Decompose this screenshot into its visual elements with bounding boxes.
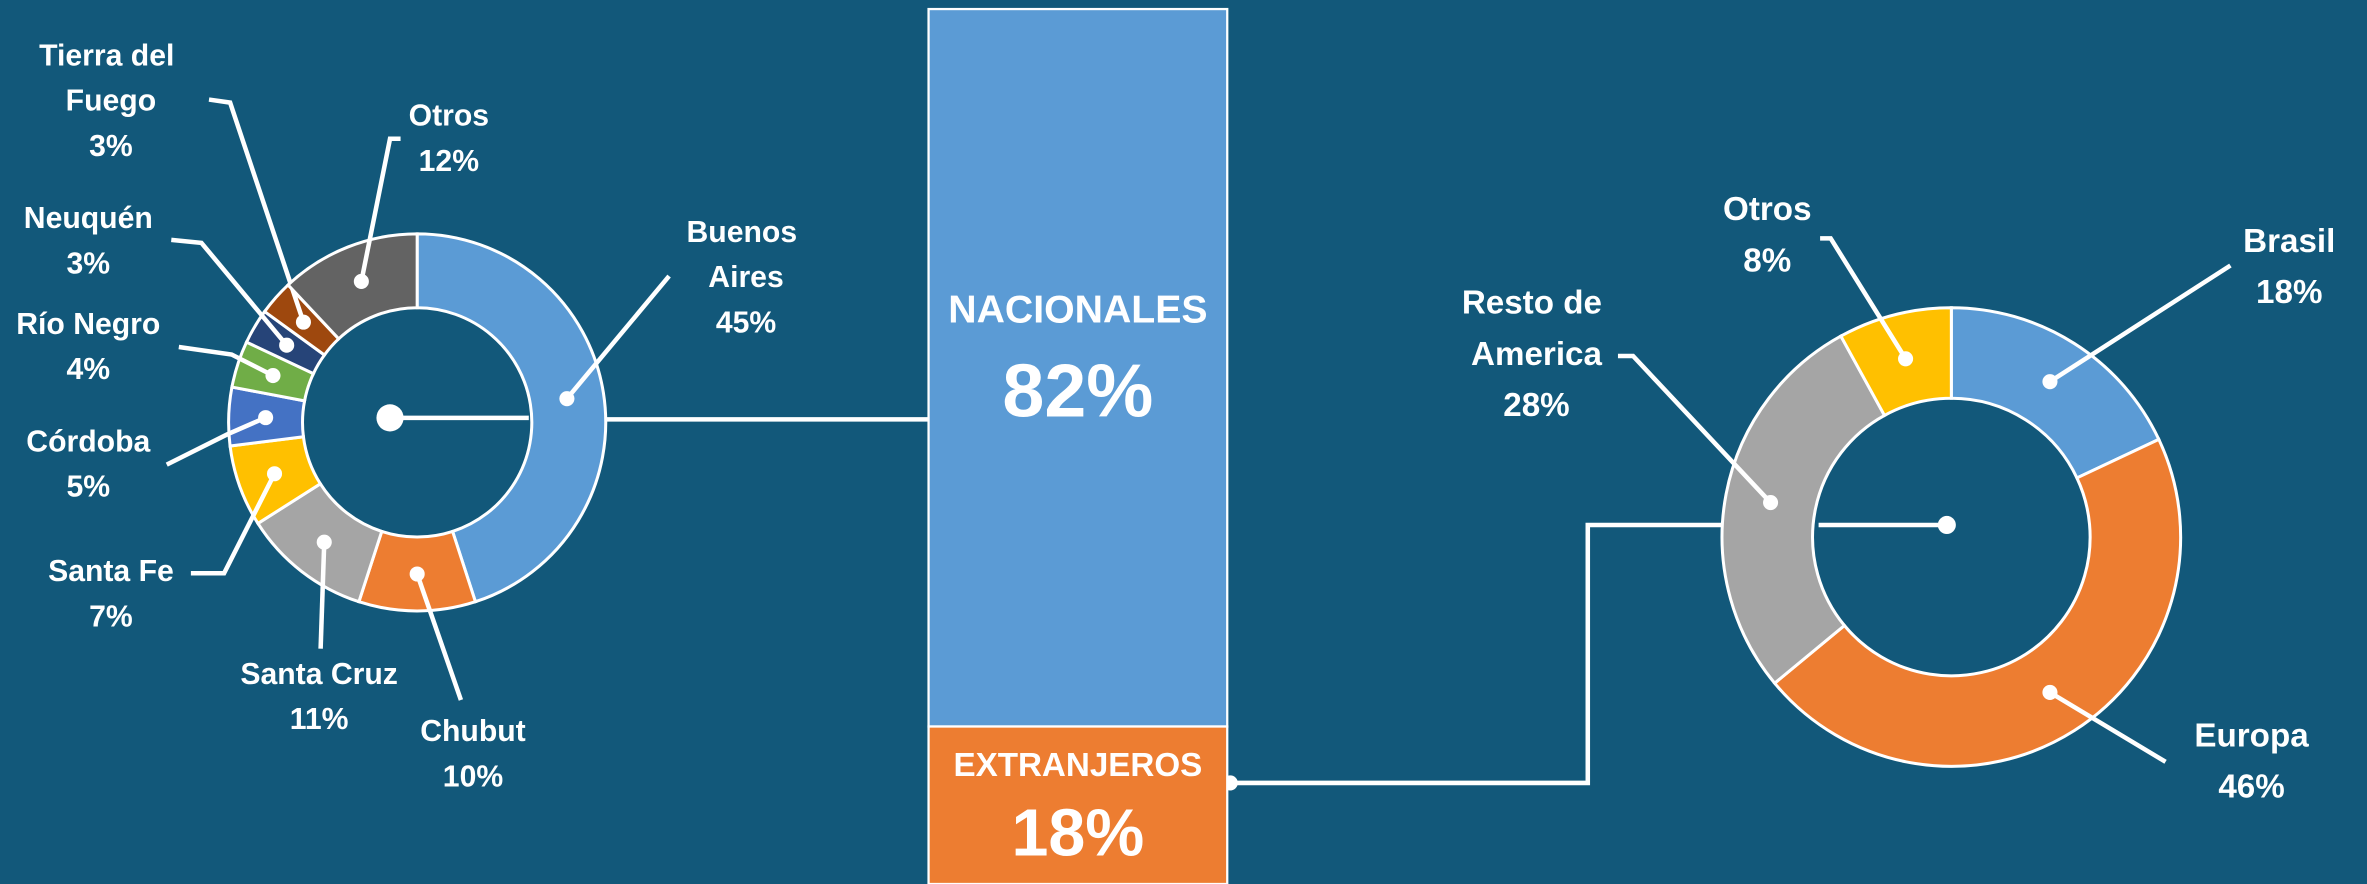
segment-value: 18%: [1011, 797, 1144, 871]
value-label: 12%: [419, 145, 480, 178]
leader-dot: [559, 391, 575, 407]
value-label: 3%: [89, 130, 133, 163]
category-label: Córdoba: [26, 425, 150, 458]
value-label: 11%: [290, 703, 349, 736]
leader-line: [2048, 690, 2167, 764]
leader-line: [415, 573, 464, 701]
donut-slice: [1720, 334, 1887, 686]
leader-line: [178, 344, 275, 378]
category-label: Santa Fe: [48, 555, 174, 588]
leader-dot: [1898, 351, 1914, 367]
category-label: Río Negro: [16, 308, 160, 341]
donut-slice: [415, 232, 608, 604]
leader-dot: [265, 367, 281, 384]
bar-segment: [927, 725, 1229, 884]
donut-slice: [1772, 437, 2183, 768]
category-label: Neuquén: [24, 202, 153, 235]
category-label: Chubut: [420, 715, 526, 748]
value-label: 7%: [89, 600, 133, 633]
connector-dot: [1937, 515, 1956, 535]
leader-line: [2048, 263, 2232, 384]
leader-dot: [409, 566, 425, 582]
leader-line: [565, 274, 671, 401]
segment-label: EXTRANJEROS: [953, 747, 1202, 784]
leader-dot: [266, 466, 283, 482]
value-label: 3%: [67, 247, 111, 280]
leader-dot: [279, 337, 295, 353]
category-label: Tierra del Fuego: [39, 39, 183, 117]
leader-line: [1617, 353, 1773, 505]
connector: [1230, 522, 1724, 786]
leader-line: [359, 136, 401, 282]
donut-slice: [1838, 306, 1953, 418]
leader-line: [165, 415, 267, 467]
segment-value: 82%: [1002, 349, 1153, 433]
leader-dot: [316, 534, 332, 550]
value-label: 46%: [2218, 769, 2284, 806]
value-label: 28%: [1503, 387, 1569, 424]
category-label: Otros: [409, 100, 489, 133]
leader-line: [1820, 236, 1908, 360]
category-label: Resto de America: [1462, 284, 1611, 372]
leader-dot: [2042, 374, 2058, 390]
category-label: Otros: [1723, 191, 1811, 228]
leader-dot: [295, 314, 311, 330]
value-label: 4%: [67, 353, 111, 386]
connector-dot: [376, 404, 404, 432]
value-label: 18%: [2256, 274, 2322, 311]
category-label: Europa: [2194, 717, 2309, 754]
category-label: Buenos Aires: [687, 216, 806, 294]
value-label: 10%: [443, 760, 504, 793]
value-label: 5%: [67, 471, 111, 504]
leader-dot: [2042, 684, 2058, 700]
donut-slice: [285, 232, 419, 341]
donut-slice: [1949, 306, 2161, 480]
leader-dot: [1763, 495, 1779, 511]
value-label: 45%: [716, 306, 777, 339]
leader-line: [190, 472, 277, 576]
leader-line: [171, 237, 289, 347]
bar-segment: [927, 7, 1229, 728]
leader-dot: [353, 273, 369, 289]
segment-label: NACIONALES: [948, 288, 1207, 332]
category-label: Brasil: [2243, 223, 2335, 260]
leader-dot: [258, 410, 274, 426]
category-label: Santa Cruz: [240, 658, 398, 691]
leader-line: [208, 97, 306, 323]
value-label: 8%: [1743, 242, 1791, 279]
leader-line: [318, 542, 327, 649]
